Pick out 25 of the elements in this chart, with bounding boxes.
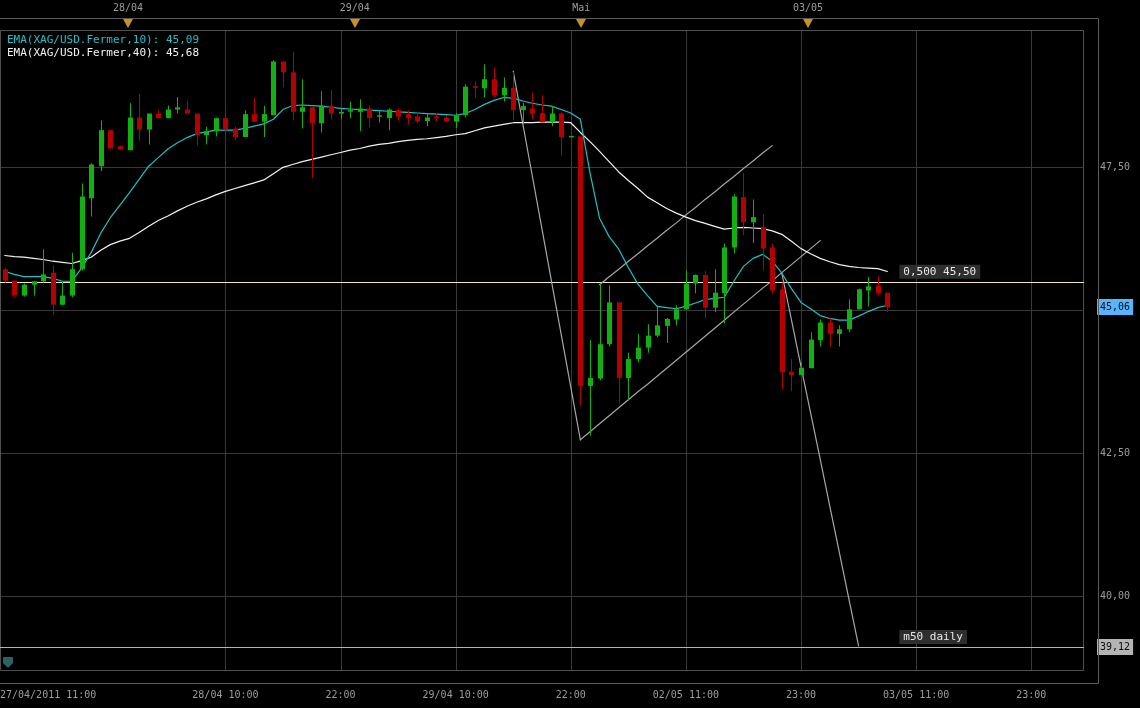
candlestick xyxy=(751,199,756,243)
x-tick-label: 29/04 10:00 xyxy=(422,688,489,700)
y-tick-label: 45,06 xyxy=(1100,300,1131,312)
ref-line-label: m50 daily xyxy=(903,630,964,644)
y-tick-label: 39,12 xyxy=(1100,640,1131,652)
x-tick-label: 23:00 xyxy=(785,688,817,700)
candlestick xyxy=(300,79,305,129)
text: EMA(XAG/USD.Fermer,40): 45,68 xyxy=(7,46,200,60)
text: EMA(XAG/USD.Fermer,10): 45,09 xyxy=(7,33,200,47)
x-tick-label: 02/05 11:00 xyxy=(652,688,720,700)
text: 28/04 xyxy=(112,1,144,13)
x-tick-label: 22:00 xyxy=(555,688,586,700)
text: 27/04/2011 11:00 xyxy=(0,688,97,700)
text: 03/05 xyxy=(792,1,824,13)
y-tick-label: 42,50 xyxy=(1100,447,1131,459)
x-tick-label: 28/04 10:00 xyxy=(192,688,259,700)
y-tick-label: 47,50 xyxy=(1100,160,1131,172)
x-tick-label: 03/05 11:00 xyxy=(883,688,950,700)
text: 29/04 xyxy=(339,1,370,13)
text: Mai xyxy=(572,1,591,13)
y-tick-label: 40,00 xyxy=(1100,590,1131,602)
x-tick-label: 23:00 xyxy=(1016,688,1047,700)
ref-line-label: 0,500 45,50 xyxy=(903,265,977,279)
x-tick-label: 22:00 xyxy=(325,688,356,700)
candlestick xyxy=(588,339,593,436)
